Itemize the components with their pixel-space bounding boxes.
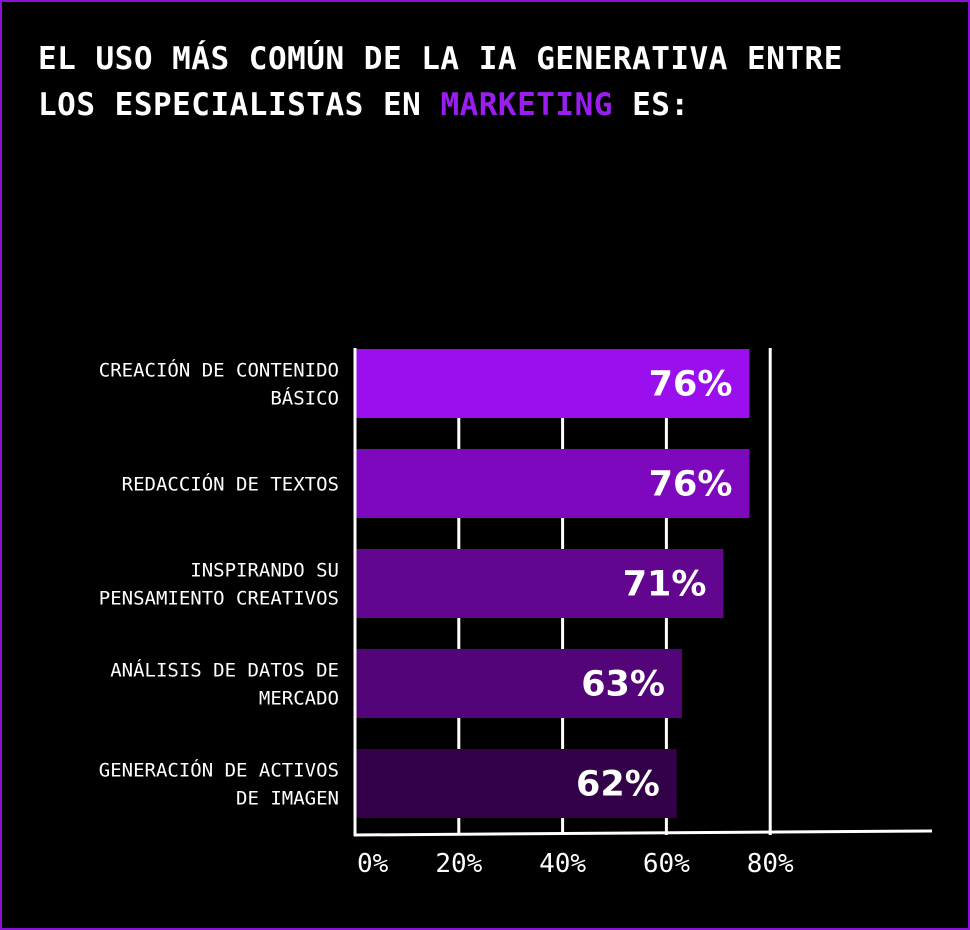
x-axis-line <box>353 829 933 837</box>
category-label: PENSAMIENTO CREATIVOS <box>99 588 339 610</box>
title-line-1: EL USO MÁS COMÚN DE LA IA GENERATIVA ENT… <box>38 41 843 77</box>
bar <box>355 749 677 818</box>
x-tick-label: 80% <box>747 849 794 879</box>
chart-title: EL USO MÁS COMÚN DE LA IA GENERATIVA ENT… <box>38 36 843 128</box>
title-line-2-start: LOS ESPECIALISTAS EN <box>38 87 441 123</box>
value-label: 71% <box>623 565 707 605</box>
value-label: 76% <box>649 365 733 405</box>
category-label: DE IMAGEN <box>236 788 339 810</box>
x-tick-label: 60% <box>643 849 690 879</box>
bar <box>355 449 750 518</box>
category-label: BÁSICO <box>270 387 339 410</box>
x-tick-label: 20% <box>435 849 482 879</box>
value-label: 76% <box>649 465 733 505</box>
bar <box>355 649 682 718</box>
category-label: INSPIRANDO SU <box>190 560 339 582</box>
bar <box>355 349 750 418</box>
category-label: CREACIÓN DE CONTENIDO <box>99 358 339 382</box>
bar <box>355 549 724 618</box>
value-label: 63% <box>581 665 665 705</box>
category-label: GENERACIÓN DE ACTIVOS <box>99 758 339 782</box>
x-tick-label: 0% <box>357 849 389 879</box>
category-label: ANÁLISIS DE DATOS DE <box>110 659 339 682</box>
category-label: MERCADO <box>259 688 339 710</box>
title-line-2-end: ES: <box>612 87 690 123</box>
x-tick-label: 40% <box>539 849 586 879</box>
title-accent-word: MARKETING <box>440 87 613 123</box>
category-label: REDACCIÓN DE TEXTOS <box>122 472 339 496</box>
value-label: 62% <box>576 765 660 805</box>
